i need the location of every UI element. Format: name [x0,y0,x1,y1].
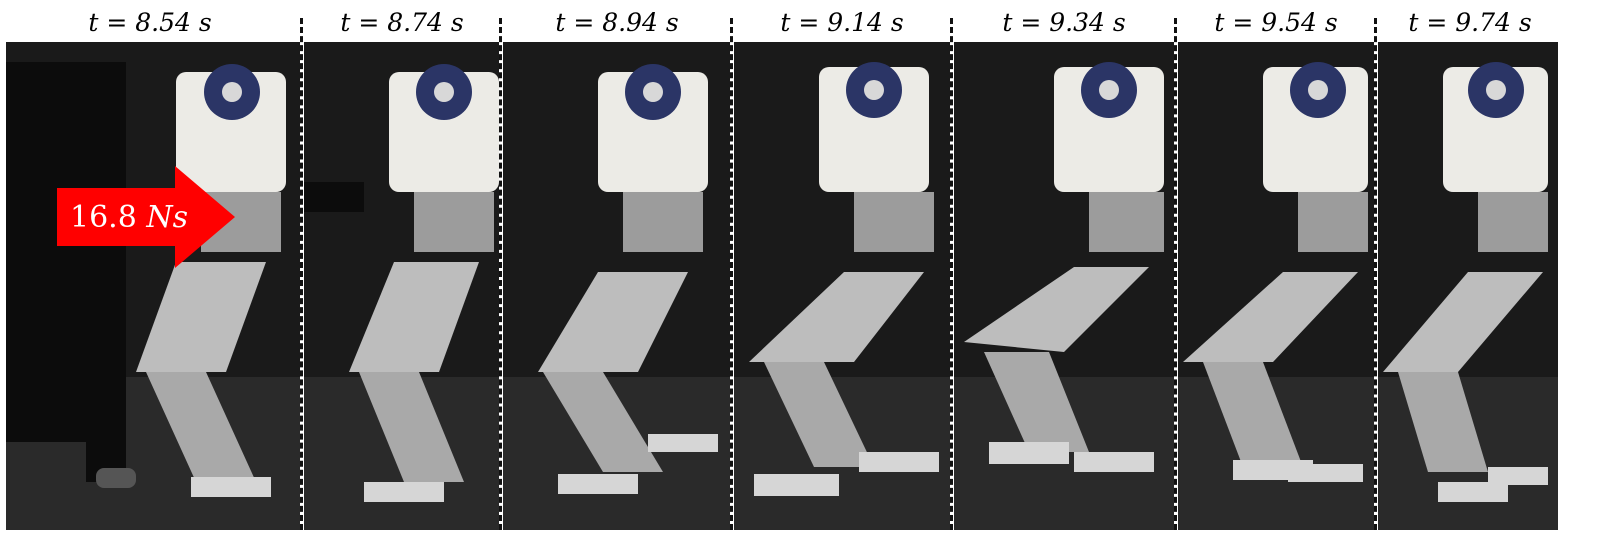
time-label-3: t = 8.94 s [555,8,679,37]
impulse-unit: Ns [146,200,188,235]
frame-4 [734,42,950,530]
impulse-value: 16.8 [70,200,137,235]
frame-6 [1178,42,1374,530]
frame-7 [1378,42,1558,530]
frame-5-photo [954,42,1174,530]
frame-7-photo [1378,42,1558,530]
frame-1-photo [6,42,300,530]
frame-divider [730,18,733,530]
impulse-label: 16.8 Ns [70,198,210,238]
frame-2-photo [304,42,499,530]
time-label-4: t = 9.14 s [780,8,904,37]
frame-2 [304,42,499,530]
frame-4-photo [734,42,950,530]
right-arrow-icon [57,166,235,268]
frame-divider [1174,18,1177,530]
time-label-2: t = 8.74 s [340,8,464,37]
frame-divider [950,18,953,530]
frame-divider [1374,18,1377,530]
time-label-5: t = 9.34 s [1002,8,1126,37]
frame-1 [6,42,300,530]
time-label-6: t = 9.54 s [1214,8,1338,37]
frame-3-photo [503,42,730,530]
frame-divider [499,18,502,530]
frame-5 [954,42,1174,530]
frame-3 [503,42,730,530]
frame-divider [300,18,303,530]
time-label-7: t = 9.74 s [1408,8,1532,37]
frame-6-photo [1178,42,1374,530]
time-label-1: t = 8.54 s [88,8,212,37]
